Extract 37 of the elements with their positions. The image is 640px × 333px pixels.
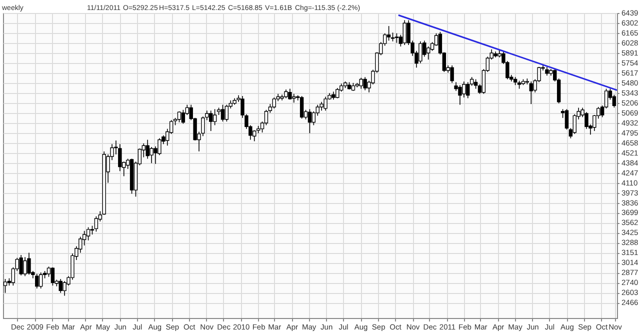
candlestick xyxy=(450,65,454,84)
candlestick xyxy=(94,216,98,232)
candlestick xyxy=(118,144,122,172)
candlestick xyxy=(146,139,150,160)
candlestick xyxy=(418,40,422,64)
candlestick xyxy=(359,77,363,90)
candlestick xyxy=(474,78,478,90)
candlestick xyxy=(23,256,27,276)
candlestick xyxy=(19,254,23,276)
candlestick xyxy=(86,226,90,241)
candlestick xyxy=(612,94,616,108)
candlestick xyxy=(35,273,39,289)
candlestick xyxy=(363,76,367,91)
candlestick xyxy=(394,32,399,44)
candlestick xyxy=(402,20,406,46)
candlestick xyxy=(50,266,55,286)
candlestick xyxy=(27,252,31,276)
candlestick xyxy=(150,146,154,164)
candlestick xyxy=(300,96,304,120)
candlestick xyxy=(212,108,217,126)
candlestick xyxy=(181,109,186,124)
candlestick xyxy=(220,104,225,122)
candlestick xyxy=(292,93,296,103)
candlestick xyxy=(324,96,328,112)
candlestick xyxy=(209,110,213,132)
candlestick xyxy=(426,46,430,60)
candlestick xyxy=(466,82,470,99)
candlestick xyxy=(224,104,229,122)
candlestick xyxy=(38,272,43,289)
candlestick xyxy=(458,84,462,106)
candlestick xyxy=(386,26,391,42)
candlestick xyxy=(264,109,268,126)
candlestick xyxy=(58,278,62,294)
candlestick xyxy=(272,97,276,109)
candlestick xyxy=(564,108,569,130)
candlestick xyxy=(529,81,533,104)
candlestick xyxy=(308,108,312,134)
